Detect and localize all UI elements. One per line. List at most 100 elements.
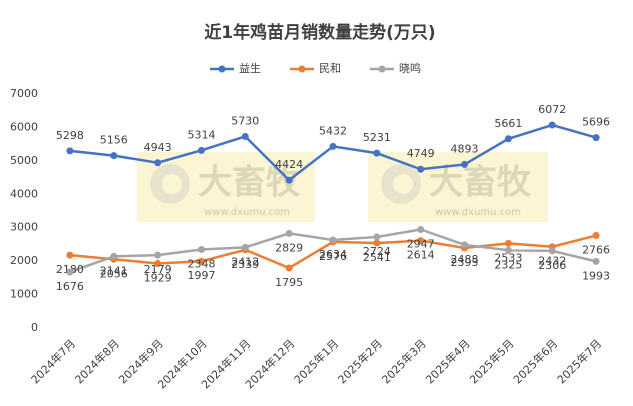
y-tick-label: 4000 <box>10 187 38 200</box>
data-point <box>110 152 118 160</box>
x-tick-label: 2025年4月 <box>423 336 473 386</box>
data-label: 5661 <box>494 117 522 130</box>
data-label: 1997 <box>187 269 215 282</box>
data-label: 2724 <box>363 245 391 258</box>
data-point <box>592 257 600 265</box>
data-point <box>197 246 205 254</box>
data-label: 5156 <box>100 134 128 147</box>
data-point <box>504 239 512 247</box>
x-tick-label: 2025年7月 <box>554 336 604 386</box>
data-label: 2533 <box>494 251 522 264</box>
x-tick-label: 2025年6月 <box>510 336 560 386</box>
data-point <box>461 160 469 168</box>
legend-marker <box>378 65 386 73</box>
data-point <box>285 264 293 272</box>
data-label: 2141 <box>100 264 128 277</box>
data-point <box>592 232 600 240</box>
data-label: 5231 <box>363 131 391 144</box>
data-point <box>504 246 512 254</box>
data-label: 2541 <box>363 251 391 264</box>
data-point <box>461 241 469 249</box>
watermark: 大畜牧 www.dxumu.com 大畜牧 www.dxumu.com <box>137 152 548 222</box>
data-point <box>66 251 74 259</box>
data-label: 2306 <box>538 259 566 272</box>
y-tick-label: 5000 <box>10 154 38 167</box>
x-tick-label: 2025年5月 <box>466 336 516 386</box>
y-tick-label: 7000 <box>10 87 38 100</box>
data-point <box>66 147 74 155</box>
data-point <box>241 132 249 140</box>
data-label: 2829 <box>275 241 303 254</box>
watermark-text: 大畜牧 <box>198 163 301 203</box>
data-point <box>373 239 381 247</box>
watermark-text: 大畜牧 <box>429 163 532 203</box>
y-tick-label: 2000 <box>10 254 38 267</box>
data-label: 1929 <box>144 272 172 285</box>
data-label: 5730 <box>231 114 259 127</box>
x-tick-label: 2024年7月 <box>28 336 78 386</box>
data-label: 2614 <box>407 249 435 262</box>
data-point <box>285 229 293 237</box>
watermark-logo <box>393 174 413 194</box>
data-label: 2488 <box>451 253 479 266</box>
legend-label: 晓鸣 <box>399 61 421 75</box>
data-label: 2393 <box>451 256 479 269</box>
data-point <box>329 236 337 244</box>
data-label: 2947 <box>407 237 435 250</box>
data-point <box>373 233 381 241</box>
data-label: 5696 <box>582 116 610 129</box>
data-point <box>329 142 337 150</box>
data-point <box>417 237 425 245</box>
data-label: 4893 <box>451 142 479 155</box>
data-point <box>548 121 556 129</box>
data-point <box>154 251 162 259</box>
data-label: 4424 <box>275 158 303 171</box>
data-label: 2056 <box>100 267 128 280</box>
data-point <box>592 134 600 142</box>
legend-label: 民和 <box>319 62 341 75</box>
x-tick-label: 2024年8月 <box>72 336 122 386</box>
data-point <box>417 165 425 173</box>
data-point <box>504 135 512 143</box>
data-point <box>373 149 381 157</box>
data-label: 2576 <box>319 250 347 263</box>
data-point <box>241 243 249 251</box>
watermark-url: www.dxumu.com <box>435 207 521 218</box>
data-label: 5314 <box>187 128 215 141</box>
data-point <box>197 146 205 154</box>
data-label: 2766 <box>582 244 610 257</box>
data-label: 5432 <box>319 124 347 137</box>
data-label: 1795 <box>275 276 303 289</box>
y-tick-label: 1000 <box>10 288 38 301</box>
data-point <box>154 159 162 167</box>
y-tick-label: 0 <box>31 321 38 334</box>
legend-marker <box>298 65 306 73</box>
data-point <box>154 260 162 268</box>
data-label: 6072 <box>538 103 566 116</box>
data-point <box>548 247 556 255</box>
chart-title: 近1年鸡苗月销数量走势(万只) <box>204 22 435 43</box>
data-label: 1993 <box>582 269 610 282</box>
legend-label: 益生 <box>239 61 261 75</box>
data-point <box>417 225 425 233</box>
data-point <box>197 257 205 265</box>
data-label: 2179 <box>144 263 172 276</box>
x-tick-label: 2025年3月 <box>379 336 429 386</box>
y-tick-label: 6000 <box>10 120 38 133</box>
data-label: 5298 <box>56 129 84 142</box>
legend-marker <box>218 65 226 73</box>
data-label: 4943 <box>144 141 172 154</box>
data-point <box>285 176 293 184</box>
watermark-url: www.dxumu.com <box>204 207 290 218</box>
data-label: 1676 <box>56 280 84 293</box>
data-label: 2634 <box>319 248 347 261</box>
data-label: 2412 <box>231 255 259 268</box>
data-label: 2432 <box>538 255 566 268</box>
x-tick-label: 2025年2月 <box>335 336 385 386</box>
x-tick-label: 2025年1月 <box>291 336 341 386</box>
y-tick-label: 3000 <box>10 221 38 234</box>
data-point <box>110 252 118 260</box>
data-label: 2325 <box>494 258 522 271</box>
data-label: 2348 <box>187 258 215 271</box>
